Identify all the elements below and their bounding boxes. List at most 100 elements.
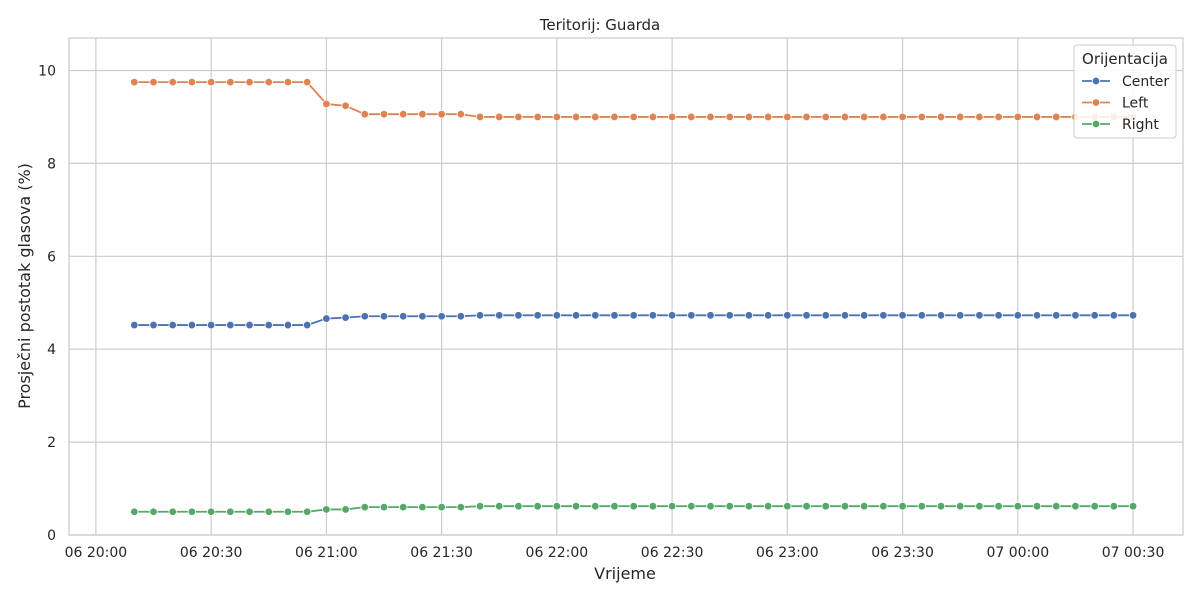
data-point	[802, 112, 811, 122]
data-point	[687, 311, 696, 320]
data-point	[975, 502, 984, 511]
data-point	[418, 502, 427, 512]
data-point	[879, 311, 888, 320]
data-point	[399, 312, 408, 321]
data-point	[994, 502, 1003, 511]
data-point	[802, 311, 811, 320]
data-point	[629, 502, 638, 511]
data-point	[302, 77, 312, 87]
x-axis-label: Vrijeme	[594, 564, 656, 583]
data-point	[475, 502, 485, 511]
data-point	[533, 112, 542, 122]
x-tick-label: 07 00:30	[1102, 545, 1165, 561]
data-point	[744, 311, 754, 320]
data-point	[1052, 112, 1061, 122]
series-center	[130, 311, 1138, 330]
data-point	[226, 320, 235, 330]
data-point	[552, 502, 562, 511]
data-point	[1052, 311, 1061, 320]
data-point	[571, 502, 581, 511]
data-point	[495, 311, 504, 320]
data-point	[168, 77, 177, 87]
legend-item-center: Center	[1082, 74, 1169, 90]
data-point	[495, 112, 504, 122]
data-point	[399, 109, 408, 119]
data-point	[802, 502, 811, 511]
data-point	[706, 112, 715, 122]
data-point	[283, 507, 293, 516]
legend-label: Right	[1122, 117, 1159, 133]
data-point	[898, 502, 907, 511]
data-point	[187, 320, 197, 330]
data-point	[706, 311, 715, 320]
data-point	[1128, 311, 1138, 320]
data-point	[725, 502, 734, 511]
series-left	[130, 77, 1138, 122]
data-point	[821, 112, 830, 122]
data-point	[302, 320, 312, 330]
legend-title: Orijentacija	[1082, 50, 1168, 68]
data-point	[821, 502, 830, 511]
plot-frame	[68, 37, 1184, 536]
data-point	[763, 112, 773, 122]
series-layer	[130, 77, 1138, 516]
data-point	[130, 507, 139, 516]
data-point	[418, 109, 427, 119]
data-point	[687, 502, 696, 511]
data-point	[898, 112, 907, 122]
data-point	[687, 112, 696, 122]
legend-box	[1073, 44, 1177, 139]
data-point	[475, 311, 485, 320]
data-point	[187, 77, 197, 87]
data-point	[1071, 311, 1080, 320]
data-point	[341, 313, 350, 322]
data-point	[264, 320, 273, 330]
data-point	[149, 77, 158, 87]
data-point	[264, 77, 273, 87]
data-point	[610, 311, 619, 320]
series-right	[130, 502, 1138, 516]
y-axis-label: Prosječni postotak glasova (%)	[15, 163, 34, 409]
data-point	[994, 112, 1003, 122]
x-tick-label: 06 20:30	[180, 545, 243, 561]
data-point	[956, 502, 965, 511]
data-point	[206, 77, 216, 87]
data-point	[360, 502, 369, 512]
data-point	[379, 109, 389, 119]
legend-label: Center	[1122, 74, 1169, 90]
data-point	[591, 112, 600, 122]
data-point	[456, 312, 466, 321]
data-point	[322, 505, 331, 514]
data-point	[341, 101, 350, 111]
x-tick-label: 06 23:00	[756, 545, 819, 561]
data-point	[1090, 502, 1099, 511]
y-tick-label: 0	[47, 528, 56, 544]
y-tick-label: 4	[47, 342, 56, 358]
data-point	[648, 112, 658, 122]
data-point	[360, 312, 369, 321]
data-point	[571, 311, 581, 320]
data-point	[763, 502, 773, 511]
data-point	[1071, 502, 1080, 511]
x-tick-label: 06 22:30	[641, 545, 704, 561]
data-point	[898, 311, 907, 320]
legend: Orijentacija Center Left Right	[1073, 44, 1177, 139]
data-point	[744, 112, 754, 122]
data-point	[130, 77, 139, 87]
data-point	[302, 507, 312, 516]
x-tick-label: 06 20:00	[65, 545, 128, 561]
data-point	[783, 112, 792, 122]
x-tick-label: 06 21:00	[295, 545, 358, 561]
data-point	[840, 311, 850, 320]
data-point	[667, 311, 677, 320]
data-point	[917, 502, 926, 511]
data-point	[840, 502, 850, 511]
data-point	[1090, 311, 1099, 320]
data-point	[629, 112, 638, 122]
data-point	[379, 502, 389, 512]
data-point	[495, 502, 504, 511]
y-tick-label: 6	[47, 249, 56, 265]
data-point	[763, 311, 773, 320]
data-point	[226, 77, 235, 87]
series-line-left	[134, 81, 1134, 118]
